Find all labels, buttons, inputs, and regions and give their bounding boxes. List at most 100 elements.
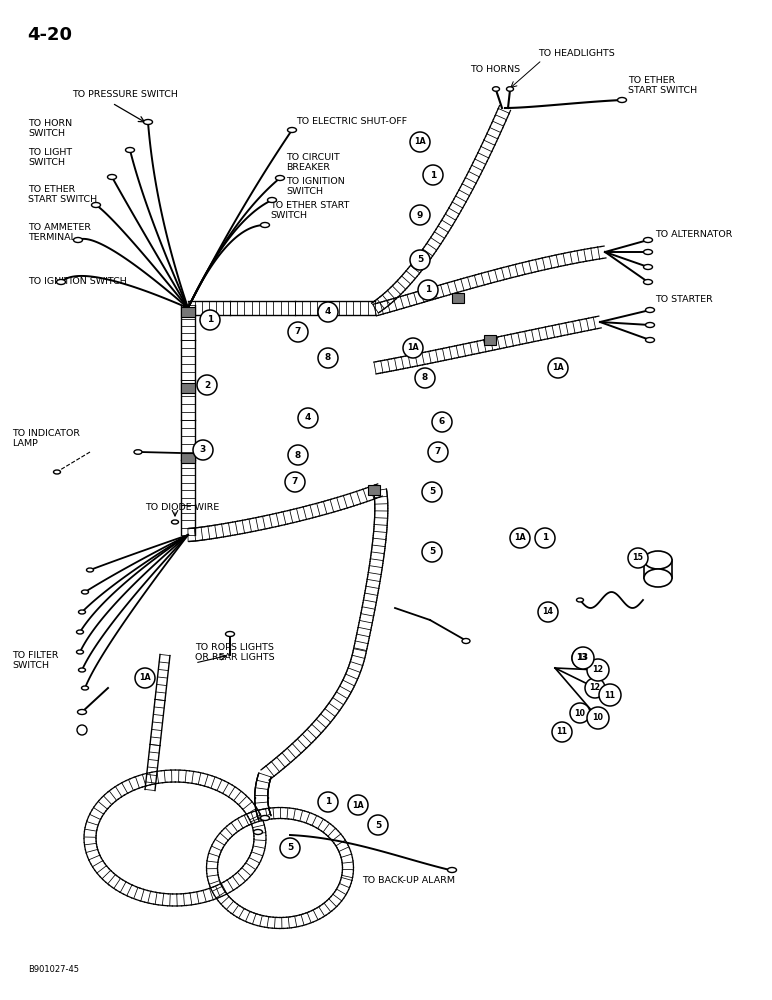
- Text: TO BACK-UP ALARM: TO BACK-UP ALARM: [362, 876, 455, 885]
- Text: TO ETHER
START SWITCH: TO ETHER START SWITCH: [28, 185, 97, 204]
- Text: 12: 12: [592, 666, 604, 674]
- Ellipse shape: [260, 816, 269, 820]
- Circle shape: [318, 302, 338, 322]
- Ellipse shape: [644, 569, 672, 587]
- FancyBboxPatch shape: [452, 293, 464, 303]
- Ellipse shape: [618, 98, 627, 103]
- Ellipse shape: [645, 308, 655, 312]
- Circle shape: [587, 659, 609, 681]
- Text: 1A: 1A: [407, 344, 419, 353]
- Circle shape: [572, 647, 594, 669]
- Text: TO STARTER: TO STARTER: [655, 295, 713, 304]
- Ellipse shape: [644, 551, 672, 569]
- Circle shape: [318, 348, 338, 368]
- Circle shape: [423, 165, 443, 185]
- Ellipse shape: [86, 568, 93, 572]
- Circle shape: [428, 442, 448, 462]
- Text: 7: 7: [435, 448, 441, 456]
- Circle shape: [538, 602, 558, 622]
- Ellipse shape: [260, 223, 269, 228]
- Text: 10: 10: [574, 708, 585, 718]
- Text: TO HORNS: TO HORNS: [470, 65, 520, 74]
- Ellipse shape: [506, 87, 513, 91]
- Circle shape: [535, 528, 555, 548]
- Ellipse shape: [645, 338, 655, 342]
- Circle shape: [318, 792, 338, 812]
- Text: 13: 13: [577, 654, 587, 662]
- Ellipse shape: [253, 830, 262, 834]
- Circle shape: [135, 668, 155, 688]
- Text: 8: 8: [325, 354, 331, 362]
- Circle shape: [422, 542, 442, 562]
- Text: TO PRESSURE SWITCH: TO PRESSURE SWITCH: [72, 90, 178, 99]
- Circle shape: [368, 815, 388, 835]
- Ellipse shape: [644, 237, 652, 242]
- Text: TO HORN
SWITCH: TO HORN SWITCH: [28, 119, 72, 138]
- Ellipse shape: [56, 279, 66, 284]
- Circle shape: [599, 684, 621, 706]
- Text: 10: 10: [592, 714, 604, 722]
- Text: 6: 6: [438, 418, 445, 426]
- Text: TO HEADLIGHTS: TO HEADLIGHTS: [538, 49, 615, 58]
- Ellipse shape: [644, 249, 652, 254]
- Text: 13: 13: [577, 654, 588, 662]
- Text: TO FILTER
SWITCH: TO FILTER SWITCH: [12, 651, 59, 670]
- Text: TO ETHER START
SWITCH: TO ETHER START SWITCH: [270, 201, 350, 220]
- Ellipse shape: [76, 650, 83, 654]
- Text: 7: 7: [295, 328, 301, 336]
- Circle shape: [410, 205, 430, 225]
- Ellipse shape: [82, 590, 89, 594]
- Ellipse shape: [82, 686, 89, 690]
- Ellipse shape: [53, 470, 60, 474]
- Circle shape: [422, 482, 442, 502]
- Text: 8: 8: [422, 373, 428, 382]
- Text: TO CIRCUIT
BREAKER: TO CIRCUIT BREAKER: [286, 153, 340, 172]
- Text: 5: 5: [429, 488, 435, 496]
- Text: 15: 15: [632, 554, 644, 562]
- Text: 4-20: 4-20: [27, 26, 72, 44]
- FancyBboxPatch shape: [181, 307, 195, 317]
- Text: 5: 5: [429, 548, 435, 556]
- Text: TO ELECTRIC SHUT-OFF: TO ELECTRIC SHUT-OFF: [296, 117, 407, 126]
- Text: TO IGNITION SWITCH: TO IGNITION SWITCH: [28, 277, 127, 286]
- Text: TO IGNITION
SWITCH: TO IGNITION SWITCH: [286, 177, 345, 196]
- Text: 1: 1: [542, 534, 548, 542]
- Circle shape: [570, 703, 590, 723]
- Text: TO DIODE WIRE: TO DIODE WIRE: [145, 503, 219, 512]
- FancyBboxPatch shape: [181, 383, 195, 393]
- Circle shape: [585, 678, 605, 698]
- Text: 1A: 1A: [139, 674, 151, 682]
- Text: 5: 5: [375, 820, 381, 830]
- Ellipse shape: [134, 450, 142, 454]
- Ellipse shape: [462, 639, 470, 644]
- Text: TO INDICATOR
LAMP: TO INDICATOR LAMP: [12, 429, 80, 448]
- Ellipse shape: [268, 198, 276, 202]
- Text: 5: 5: [417, 255, 423, 264]
- Text: TO LIGHT
SWITCH: TO LIGHT SWITCH: [28, 148, 72, 167]
- Circle shape: [415, 368, 435, 388]
- Circle shape: [587, 707, 609, 729]
- Circle shape: [628, 548, 648, 568]
- Text: 8: 8: [295, 450, 301, 460]
- Text: 1: 1: [207, 316, 213, 324]
- Ellipse shape: [79, 610, 86, 614]
- Text: TO ALTERNATOR: TO ALTERNATOR: [655, 230, 733, 239]
- Text: 11: 11: [604, 690, 615, 700]
- Ellipse shape: [645, 322, 655, 328]
- Circle shape: [510, 528, 530, 548]
- Ellipse shape: [225, 632, 235, 637]
- FancyBboxPatch shape: [484, 335, 496, 345]
- Text: 1A: 1A: [514, 534, 526, 542]
- Text: 12: 12: [590, 684, 601, 692]
- Circle shape: [548, 358, 568, 378]
- Ellipse shape: [644, 264, 652, 269]
- Text: 2: 2: [204, 380, 210, 389]
- Ellipse shape: [144, 119, 153, 124]
- Text: 7: 7: [292, 478, 298, 487]
- Ellipse shape: [644, 279, 652, 284]
- Text: 11: 11: [557, 728, 567, 736]
- Circle shape: [418, 280, 438, 300]
- Text: B901027-45: B901027-45: [28, 965, 79, 974]
- Circle shape: [280, 838, 300, 858]
- Ellipse shape: [77, 710, 86, 714]
